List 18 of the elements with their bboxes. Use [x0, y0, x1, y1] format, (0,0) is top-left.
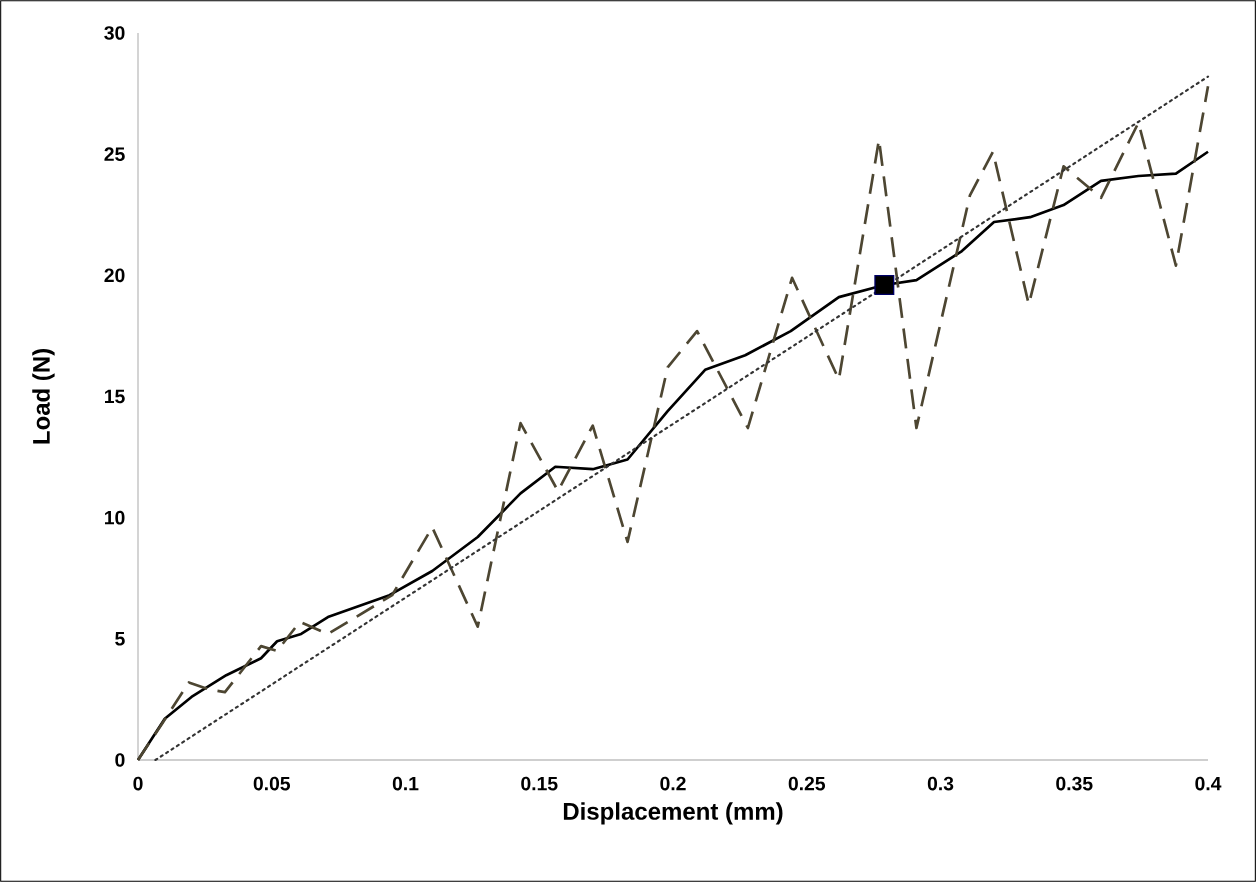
y-tick-label: 25 — [104, 147, 125, 162]
x-tick-label: 0.4 — [1195, 776, 1222, 791]
y-tick-label: 15 — [105, 389, 125, 404]
x-tick-label: 0.35 — [1056, 776, 1093, 791]
x-axis-title: Displacement (mm) — [563, 802, 783, 825]
x-tick-label: 0.15 — [521, 776, 558, 791]
y-tick-label: 10 — [105, 510, 125, 525]
y-tick-label: 20 — [104, 268, 125, 283]
x-tick-label: 0.1 — [392, 776, 419, 791]
y-tick-label: 5 — [115, 632, 125, 646]
y-axis-title: Load (N) — [32, 349, 55, 444]
x-tick-label: 0.05 — [253, 776, 291, 791]
y-tick-label: 30 — [104, 26, 125, 40]
x-tick-label: 0.3 — [927, 776, 954, 791]
x-tick-label: 0.25 — [788, 776, 826, 791]
y-tick-label: 0 — [115, 753, 125, 767]
x-tick-label: 0.2 — [660, 776, 686, 791]
x-tick-label: 0 — [133, 776, 143, 791]
